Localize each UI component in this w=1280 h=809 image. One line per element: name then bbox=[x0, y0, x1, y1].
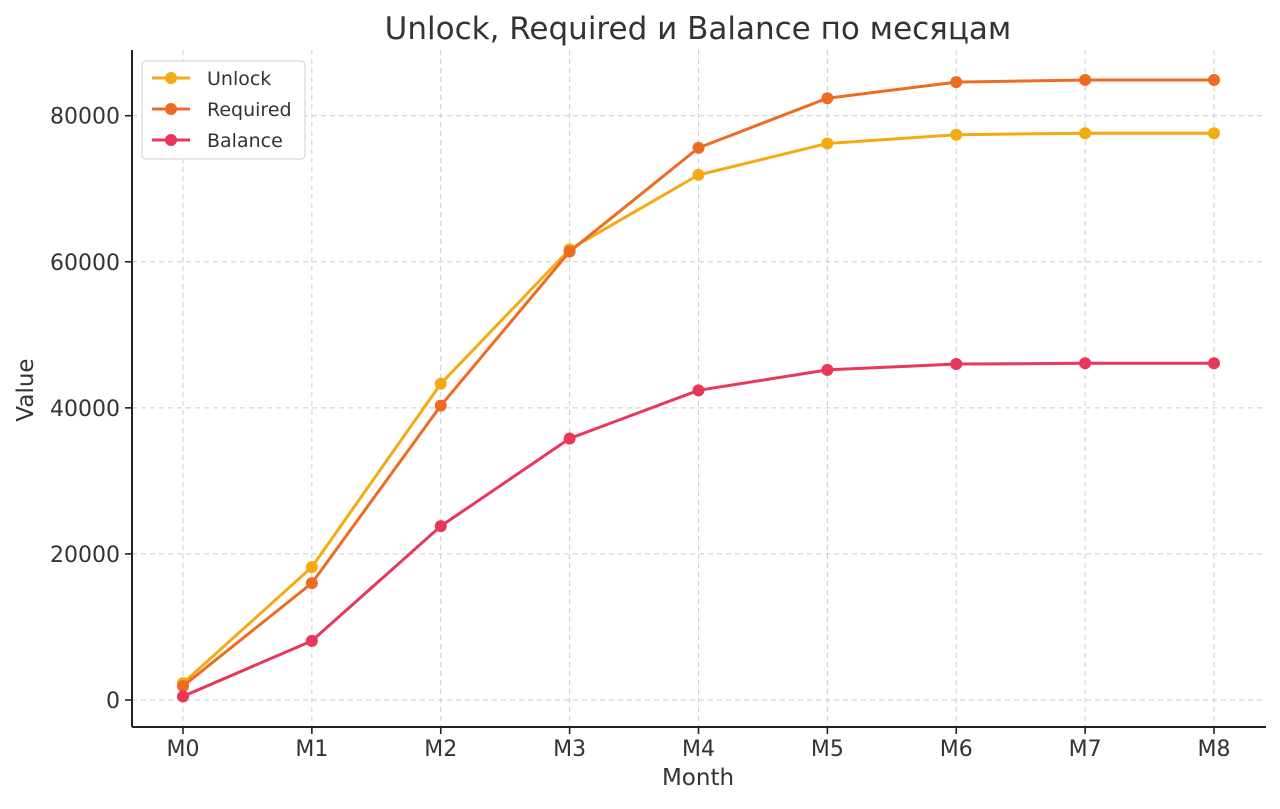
data-point-balance bbox=[434, 520, 447, 533]
y-tick-label: 20000 bbox=[50, 543, 120, 568]
x-tick-label: M3 bbox=[553, 737, 586, 762]
axes: M0 M1 M2 M3 M4 M5 M6 M7 M8 0 20000 40000 60000 80000 bbox=[50, 50, 1266, 762]
y-tick-label: 0 bbox=[106, 689, 120, 714]
data-point-unlock bbox=[821, 137, 834, 150]
legend-swatch-marker-required bbox=[165, 103, 177, 115]
data-point-unlock bbox=[1208, 127, 1220, 140]
x-tick-label: M8 bbox=[1198, 737, 1231, 762]
data-point-required bbox=[305, 577, 318, 590]
legend-label-unlock: Unlock bbox=[207, 68, 271, 90]
data-point-required bbox=[692, 141, 705, 154]
legend-box bbox=[141, 60, 306, 160]
data-point-balance bbox=[692, 384, 705, 397]
data-point-balance bbox=[1208, 357, 1220, 370]
chart-title: Unlock, Required и Balance по месяцам bbox=[385, 11, 1012, 47]
data-point-balance bbox=[177, 690, 189, 703]
data-point-required bbox=[563, 245, 576, 258]
legend: Unlock Required Balance bbox=[141, 60, 306, 160]
data-point-required bbox=[1079, 73, 1092, 86]
legend-label-balance: Balance bbox=[207, 130, 283, 152]
data-point-balance bbox=[950, 358, 963, 371]
y-tick-label: 80000 bbox=[50, 105, 120, 130]
data-point-required bbox=[177, 680, 189, 693]
data-point-required bbox=[821, 92, 834, 105]
data-point-required bbox=[1208, 73, 1220, 86]
legend-swatch-marker-unlock bbox=[165, 72, 177, 84]
data-point-balance bbox=[1079, 357, 1092, 370]
data-point-balance bbox=[305, 634, 318, 647]
series bbox=[177, 73, 1220, 703]
grid bbox=[132, 50, 1266, 727]
data-point-balance bbox=[563, 432, 576, 445]
data-point-balance bbox=[821, 363, 834, 376]
data-point-unlock bbox=[434, 377, 447, 390]
x-tick-label: M2 bbox=[424, 737, 457, 762]
x-tick-label: M0 bbox=[167, 737, 200, 762]
y-tick-label: 60000 bbox=[50, 251, 120, 276]
x-axis-label: Month bbox=[662, 765, 734, 791]
data-point-unlock bbox=[305, 561, 318, 574]
x-tick-label: M5 bbox=[811, 737, 844, 762]
x-tick-label: M6 bbox=[940, 737, 973, 762]
x-tick-label: M7 bbox=[1069, 737, 1102, 762]
data-point-unlock bbox=[1079, 127, 1092, 140]
data-point-required bbox=[434, 399, 447, 412]
y-axis-label: Value bbox=[13, 358, 39, 421]
x-tick-label: M4 bbox=[682, 737, 715, 762]
data-point-unlock bbox=[692, 168, 705, 181]
data-point-required bbox=[950, 76, 963, 89]
x-tick-label: M1 bbox=[295, 737, 328, 762]
data-point-unlock bbox=[950, 128, 963, 141]
legend-label-required: Required bbox=[207, 99, 292, 121]
y-tick-label: 40000 bbox=[50, 397, 120, 422]
legend-swatch-marker-balance bbox=[165, 134, 177, 146]
